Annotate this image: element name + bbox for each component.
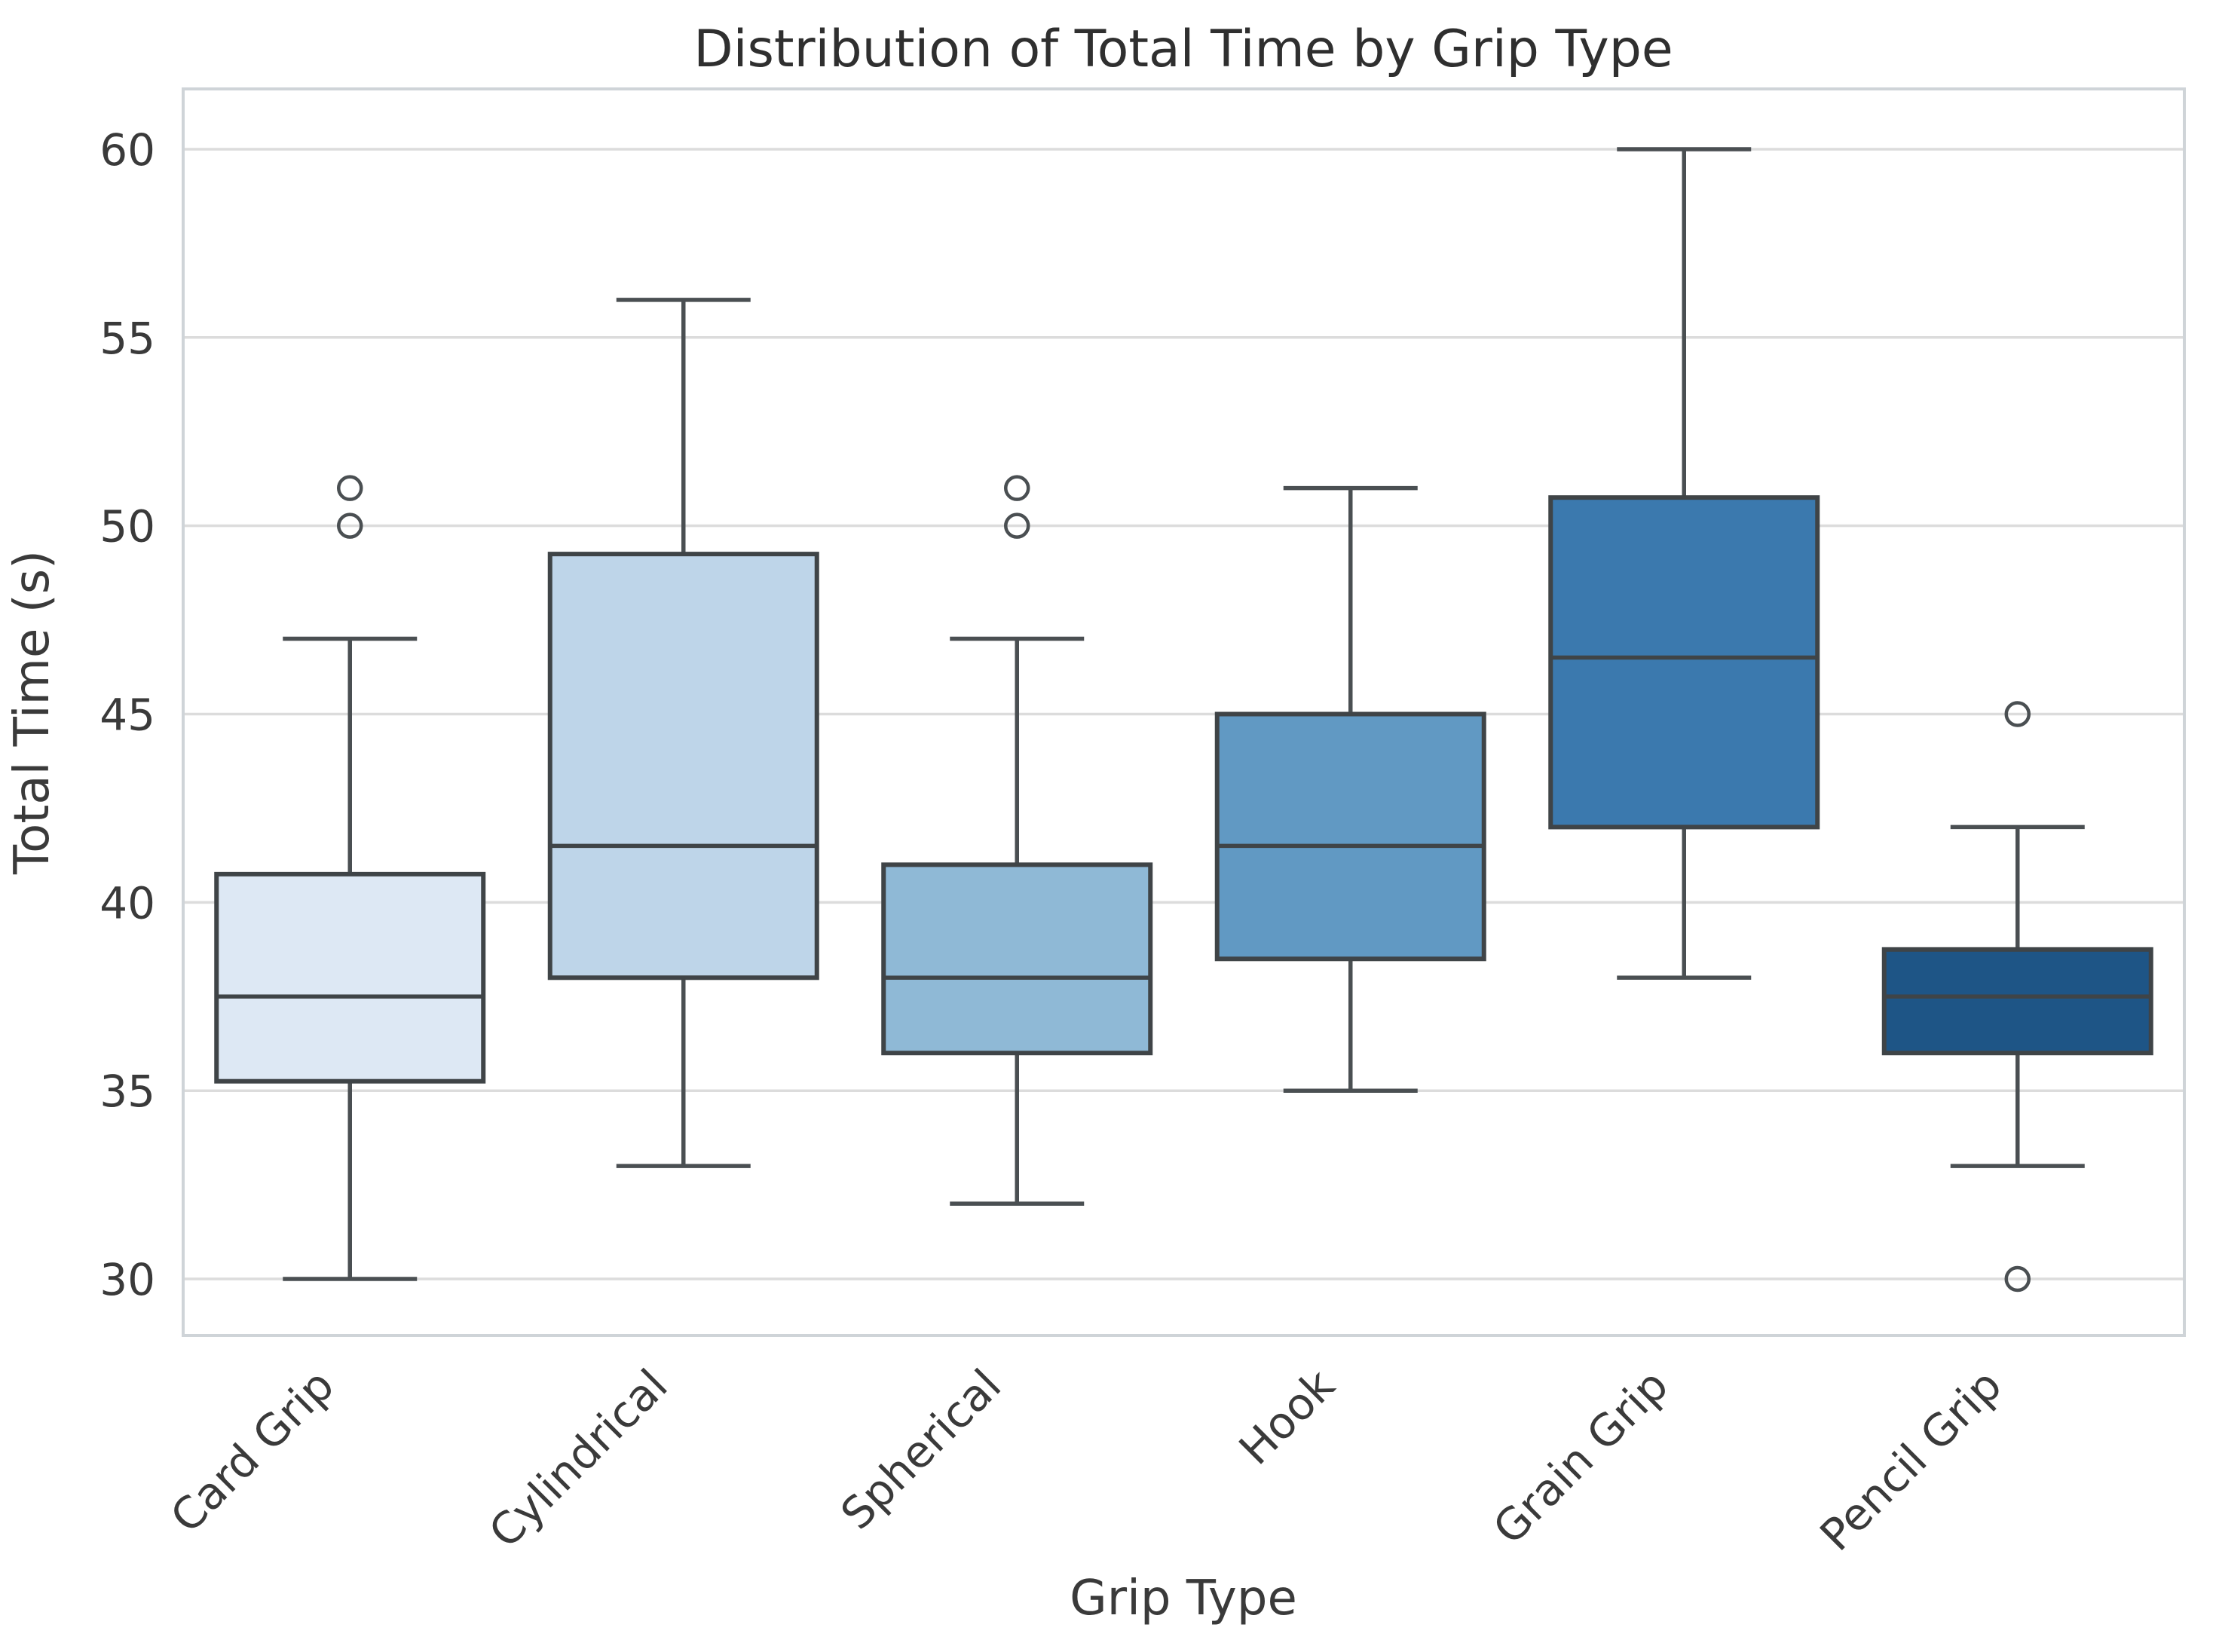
x-tick-label: Cylindrical bbox=[479, 1360, 678, 1558]
y-tick-label: 40 bbox=[99, 877, 155, 928]
x-tick-label: Spherical bbox=[831, 1360, 1011, 1540]
outlier-point bbox=[1004, 512, 1030, 539]
x-axis-title: Grip Type bbox=[1070, 1571, 1297, 1626]
x-tick-label: Pencil Grip bbox=[1810, 1360, 2012, 1561]
y-tick-label: 60 bbox=[99, 124, 155, 176]
y-tick-label: 50 bbox=[99, 501, 155, 552]
x-tick-label: Grain Grip bbox=[1483, 1360, 1678, 1554]
outlier-point bbox=[1004, 475, 1030, 501]
outlier-point bbox=[2004, 1265, 2031, 1293]
plot-frame bbox=[182, 87, 2186, 1337]
outlier-point bbox=[337, 512, 363, 539]
y-axis-title: Total Time (s) bbox=[5, 550, 60, 875]
box bbox=[1214, 711, 1486, 962]
y-tick-label: 55 bbox=[99, 313, 155, 364]
y-tick-label: 30 bbox=[99, 1254, 155, 1305]
y-tick-label: 35 bbox=[99, 1066, 155, 1117]
box bbox=[1548, 495, 1820, 830]
outlier-point bbox=[2004, 701, 2031, 727]
y-tick-label: 45 bbox=[99, 689, 155, 740]
box bbox=[547, 552, 819, 980]
box bbox=[1881, 947, 2153, 1056]
outlier-point bbox=[337, 475, 363, 501]
box bbox=[214, 871, 486, 1084]
plot-background bbox=[183, 89, 2184, 1335]
x-tick-label: Hook bbox=[1229, 1360, 1345, 1475]
x-tick-label: Card Grip bbox=[161, 1360, 344, 1543]
plot-area: 30 35 40 45 50 55 60 Card Grip Cylindrical Spheri… bbox=[99, 87, 2186, 1561]
chart-title: Distribution of Total Time by Grip Type bbox=[693, 20, 1673, 79]
box bbox=[881, 862, 1153, 1056]
